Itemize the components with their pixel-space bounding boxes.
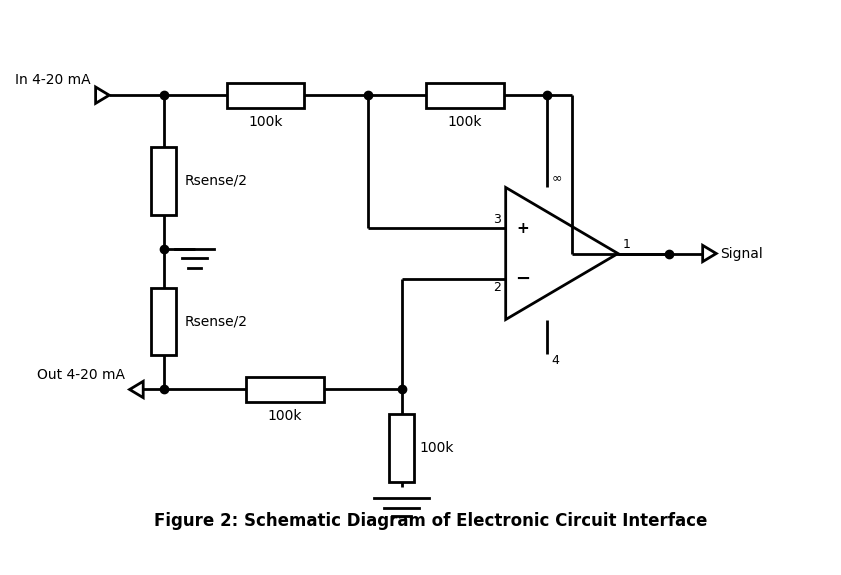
Text: 100k: 100k: [267, 409, 302, 423]
Bar: [151, 288, 177, 355]
Text: 2: 2: [493, 281, 501, 294]
Text: In 4-20 mA: In 4-20 mA: [15, 74, 91, 87]
Text: ∞: ∞: [551, 171, 562, 185]
Text: 3: 3: [493, 213, 501, 227]
Text: Signal: Signal: [720, 247, 763, 260]
Text: 100k: 100k: [419, 441, 453, 455]
Bar: [227, 83, 304, 108]
Text: 100k: 100k: [447, 114, 482, 129]
Text: 4: 4: [551, 354, 559, 366]
Text: 100k: 100k: [248, 114, 283, 129]
Bar: [151, 147, 177, 214]
Bar: [426, 83, 504, 108]
Text: Out 4-20 mA: Out 4-20 mA: [37, 368, 124, 382]
Text: Rsense/2: Rsense/2: [185, 315, 248, 328]
Text: Figure 2: Schematic Diagram of Electronic Circuit Interface: Figure 2: Schematic Diagram of Electroni…: [155, 512, 708, 530]
Text: Rsense/2: Rsense/2: [185, 174, 248, 187]
Bar: [246, 377, 324, 402]
Bar: [389, 414, 414, 482]
Text: −: −: [516, 270, 531, 288]
Text: 1: 1: [623, 237, 631, 251]
Text: +: +: [516, 221, 530, 236]
